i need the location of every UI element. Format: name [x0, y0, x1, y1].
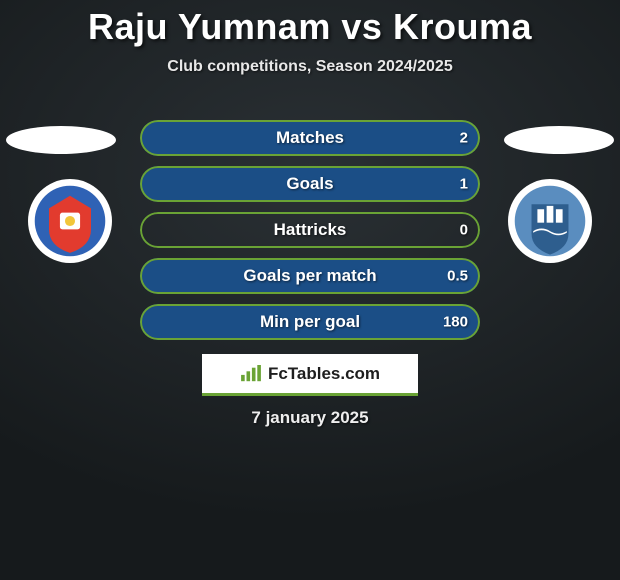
stat-value-player-b: 0 [460, 222, 468, 239]
stats-container: Matches 2 Goals 1 Hattricks 0 Goals per match 0… [140, 120, 480, 340]
club-crest-mumbai-city [508, 179, 592, 263]
banner-text: FcTables.com [268, 364, 380, 384]
stat-label: Matches [276, 128, 344, 148]
jamshedpur-crest-icon [28, 179, 112, 263]
stat-value-player-b: 0.5 [447, 268, 468, 285]
page-title: Raju Yumnam vs Krouma [0, 0, 620, 48]
stat-row: Goals 1 [140, 166, 480, 202]
stat-label: Goals per match [243, 266, 376, 286]
stat-value-player-b: 180 [443, 314, 468, 331]
stat-value-player-b: 1 [460, 176, 468, 193]
stat-label: Goals [286, 174, 333, 194]
player-a-ellipse [6, 126, 116, 154]
page-subtitle: Club competitions, Season 2024/2025 [0, 58, 620, 76]
stat-row: Min per goal 180 [140, 304, 480, 340]
stat-row: Goals per match 0.5 [140, 258, 480, 294]
player-b-ellipse [504, 126, 614, 154]
stat-row: Matches 2 [140, 120, 480, 156]
bar-chart-icon [240, 365, 262, 383]
content: Raju Yumnam vs Krouma Club competitions,… [0, 0, 620, 580]
stat-value-player-b: 2 [460, 130, 468, 147]
club-crest-jamshedpur [28, 179, 112, 263]
stat-row: Hattricks 0 [140, 212, 480, 248]
stat-label: Hattricks [274, 220, 347, 240]
date-label: 7 january 2025 [251, 408, 368, 428]
fctables-banner[interactable]: FcTables.com [202, 354, 418, 396]
mumbai-city-crest-icon [508, 179, 592, 263]
stat-label: Min per goal [260, 312, 360, 332]
